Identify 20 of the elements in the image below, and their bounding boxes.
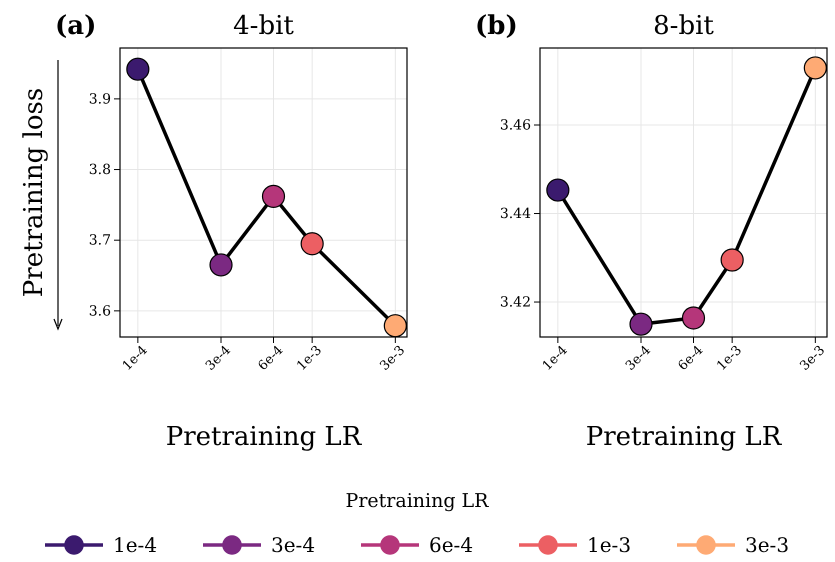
legend-title: Pretraining LR [346, 490, 490, 512]
legend-label: 3e-4 [271, 533, 316, 557]
y-axis-title: Pretraining loss [19, 88, 49, 298]
y-tick-label: 3.44 [500, 206, 532, 222]
x-axis-title: Pretraining LR [586, 422, 783, 452]
y-tick-label: 3.9 [88, 91, 111, 108]
text: (a) [55, 11, 96, 41]
y-tick-label: 3.46 [500, 117, 532, 134]
chart-title: 8-bit [653, 11, 714, 41]
y-tick-label: 3.6 [88, 303, 112, 320]
y-tick-label: 3.42 [500, 294, 531, 311]
legend-label: 1e-4 [113, 533, 158, 557]
y-tick-label: 3.8 [88, 162, 111, 178]
y-tick-label: 3.7 [88, 232, 111, 249]
legend-label: 6e-4 [429, 533, 474, 557]
legend-label: 1e-3 [587, 533, 632, 557]
x-axis-title: Pretraining LR [166, 422, 363, 452]
text: (b) [475, 11, 518, 41]
legend-label: 3e-3 [745, 533, 790, 557]
chart-title: 4-bit [233, 11, 294, 41]
